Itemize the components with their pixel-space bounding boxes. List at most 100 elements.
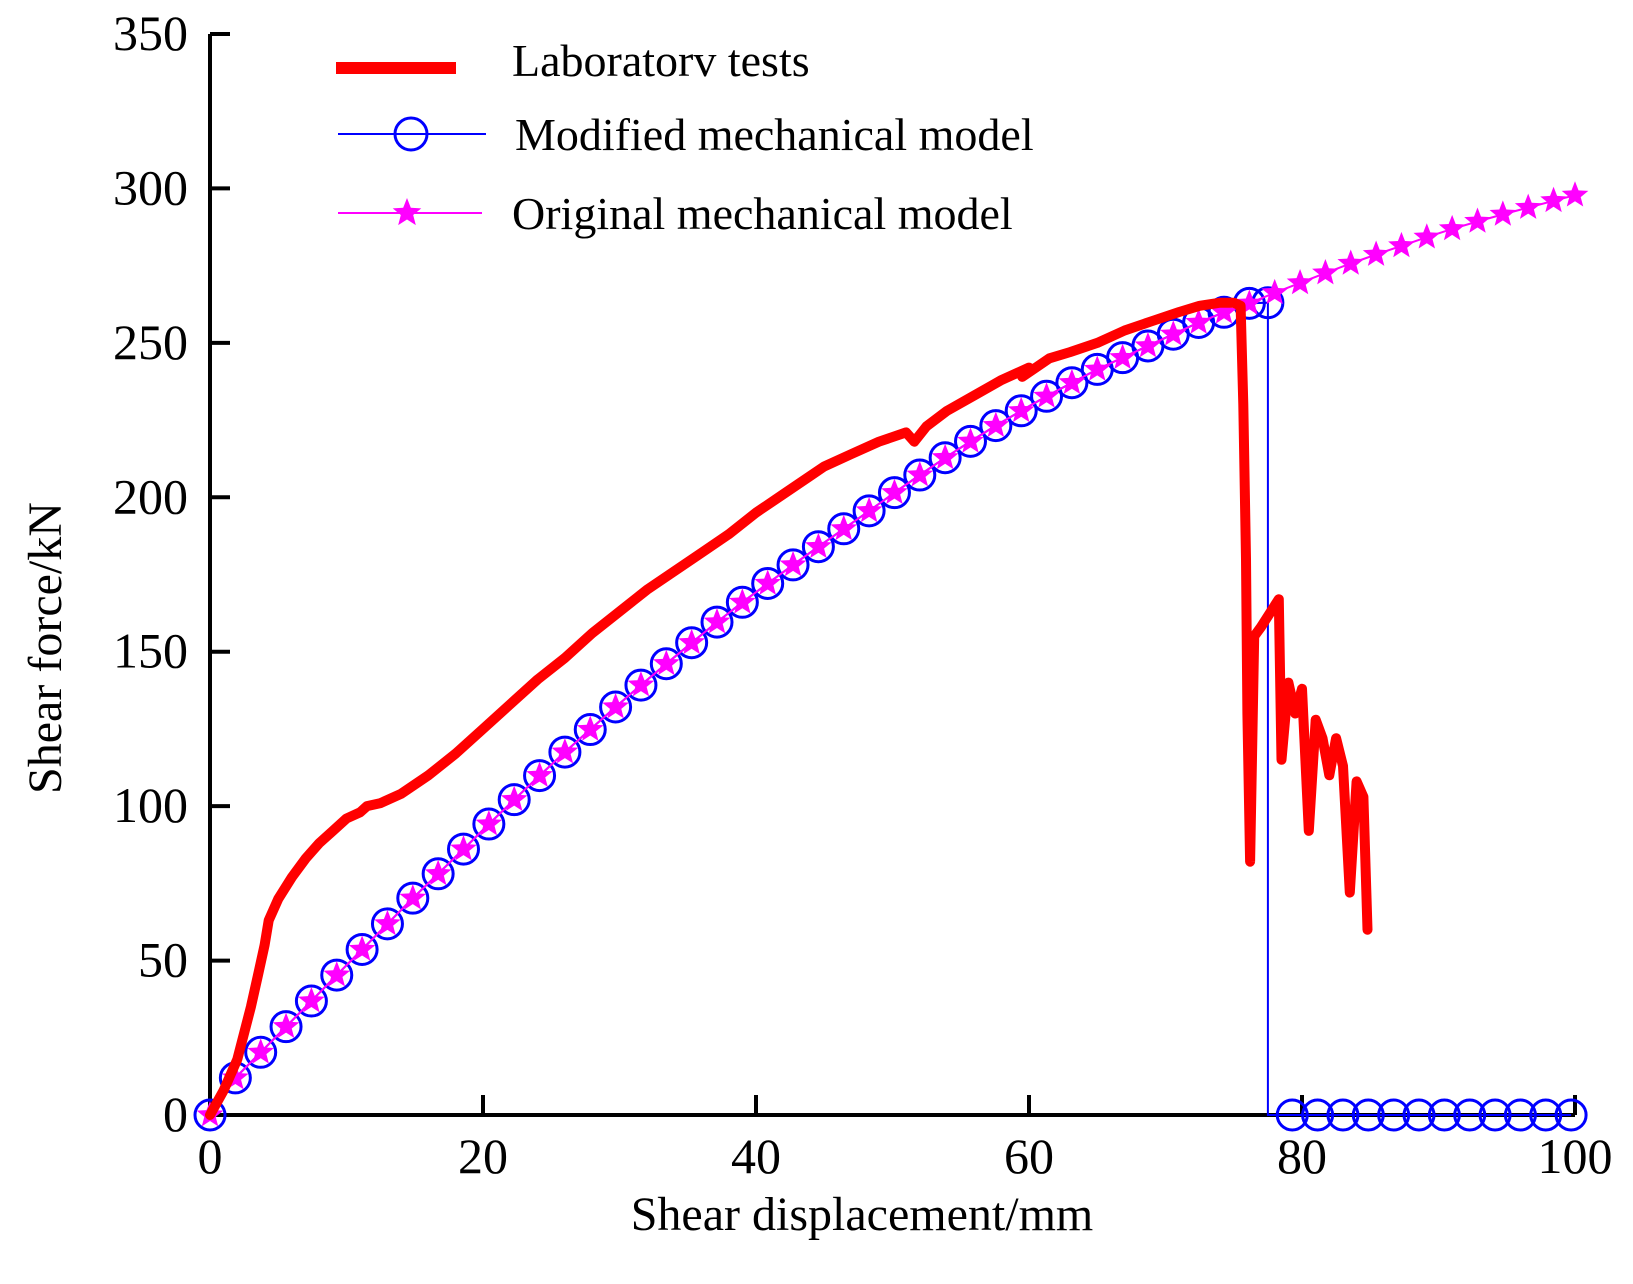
original-model-point bbox=[779, 550, 807, 577]
original-model-point bbox=[982, 411, 1010, 437]
modified-model-point bbox=[852, 494, 886, 528]
modified-model-point bbox=[1030, 379, 1064, 413]
original-model-point bbox=[1185, 308, 1212, 334]
original-model-point bbox=[1083, 355, 1111, 381]
original-model-point bbox=[298, 987, 325, 1013]
modified-model-point bbox=[193, 1098, 227, 1132]
series-modified-model bbox=[193, 286, 1588, 1132]
modified-model-point bbox=[370, 907, 404, 941]
original-model-point bbox=[222, 1063, 249, 1090]
original-model-point bbox=[1007, 396, 1035, 423]
x-tick-label: 100 bbox=[1538, 1128, 1613, 1184]
original-model-point bbox=[1464, 207, 1491, 233]
original-model-point bbox=[754, 569, 782, 595]
original-model-point bbox=[1362, 240, 1390, 266]
legend-laboratory-tests-label: Laboratorv tests bbox=[512, 35, 810, 86]
modified-model-point bbox=[320, 958, 354, 992]
modified-model-point bbox=[1377, 1098, 1411, 1132]
axis-ticks: 0 20 40 60 80 100 0 50 100 150 200 250 300 350 bbox=[113, 5, 1613, 1184]
original-model-point bbox=[247, 1038, 275, 1064]
original-model-point bbox=[931, 443, 959, 470]
modified-model-point bbox=[1055, 366, 1089, 400]
modified-model-point bbox=[472, 807, 506, 841]
legend: Laboratorv tests Modified mechanical mode… bbox=[336, 35, 1034, 239]
original-model-point bbox=[323, 961, 351, 987]
original-model-point bbox=[272, 1012, 300, 1038]
x-tick-label: 40 bbox=[731, 1128, 781, 1184]
series-laboratory-tests bbox=[205, 297, 1373, 1120]
original-model-point bbox=[729, 588, 756, 614]
original-model-point bbox=[1540, 186, 1567, 213]
modified-model-point bbox=[523, 759, 557, 793]
modified-model-point bbox=[801, 530, 835, 564]
original-model-point bbox=[881, 478, 908, 504]
modified-model-point bbox=[725, 585, 759, 619]
modified-model-point bbox=[1402, 1098, 1436, 1132]
series-layer bbox=[193, 181, 1589, 1132]
original-model-point bbox=[602, 693, 629, 719]
modified-model-point bbox=[903, 458, 937, 492]
y-tick-label: 0 bbox=[163, 1086, 188, 1142]
x-axis-title: Shear displacement/mm bbox=[631, 1188, 1094, 1241]
original-model-point bbox=[374, 909, 401, 936]
modified-model-point bbox=[827, 512, 861, 546]
modified-model-point bbox=[928, 441, 962, 475]
modified-model-point bbox=[548, 735, 582, 769]
original-model-point bbox=[1134, 331, 1162, 358]
modified-model-point bbox=[624, 668, 658, 702]
original-model-point bbox=[1159, 320, 1187, 346]
original-model-point bbox=[678, 628, 705, 655]
original-model-point bbox=[1438, 214, 1466, 241]
legend-modified-model-label: Modified mechanical model bbox=[515, 109, 1034, 160]
modified-model-point bbox=[675, 626, 709, 660]
modified-model-point bbox=[649, 647, 683, 681]
y-tick-label: 100 bbox=[113, 777, 188, 833]
original-model-point bbox=[906, 461, 934, 487]
modified-model-point bbox=[1275, 1098, 1309, 1132]
original-model-point bbox=[855, 496, 883, 523]
original-model-point bbox=[1388, 231, 1415, 258]
original-model-point bbox=[551, 738, 579, 764]
modified-model-point bbox=[1453, 1098, 1487, 1132]
legend-modified-model-marker bbox=[393, 116, 429, 152]
modified-model-point bbox=[1427, 1098, 1461, 1132]
original-model-point bbox=[576, 715, 604, 741]
original-model-point bbox=[1109, 343, 1136, 370]
legend-original-model-marker bbox=[392, 198, 422, 226]
original-model-point bbox=[957, 427, 984, 453]
original-model-point bbox=[1561, 181, 1589, 207]
x-tick-label: 80 bbox=[1277, 1128, 1327, 1184]
original-model-point bbox=[1312, 259, 1339, 285]
modified-model-point bbox=[294, 984, 328, 1018]
original-model-point bbox=[830, 514, 858, 541]
x-tick-label: 0 bbox=[198, 1128, 223, 1184]
original-model-point bbox=[475, 810, 503, 836]
modified-model-point bbox=[700, 605, 734, 639]
modified-model-point bbox=[1301, 1098, 1335, 1132]
original-model-point bbox=[703, 608, 731, 634]
original-model-point bbox=[1236, 289, 1263, 315]
modified-model-point bbox=[1351, 1098, 1385, 1132]
original-model-point bbox=[399, 884, 427, 910]
original-model-point bbox=[1413, 223, 1441, 249]
original-model-point bbox=[1033, 382, 1060, 408]
original-model-point bbox=[526, 761, 553, 787]
legend-original-model-label: Original mechanical model bbox=[512, 188, 1013, 239]
original-model-point bbox=[1058, 368, 1086, 395]
original-model-point bbox=[1337, 249, 1365, 275]
modified-model-point bbox=[1004, 394, 1038, 428]
modified-model-point bbox=[396, 881, 430, 915]
modified-model-point bbox=[345, 932, 379, 966]
modified-model-point bbox=[1529, 1098, 1563, 1132]
original-model-point bbox=[450, 835, 477, 861]
modified-model-point bbox=[573, 713, 607, 747]
y-tick-label: 350 bbox=[113, 5, 188, 61]
modified-model-point bbox=[751, 566, 785, 600]
y-tick-label: 200 bbox=[113, 468, 188, 524]
original-model-point bbox=[1514, 193, 1542, 219]
modified-model-point bbox=[776, 548, 810, 582]
series-original-model-line bbox=[209, 194, 1576, 1116]
series-laboratory-tests-line bbox=[205, 297, 1373, 1120]
y-tick-label: 50 bbox=[138, 932, 188, 988]
